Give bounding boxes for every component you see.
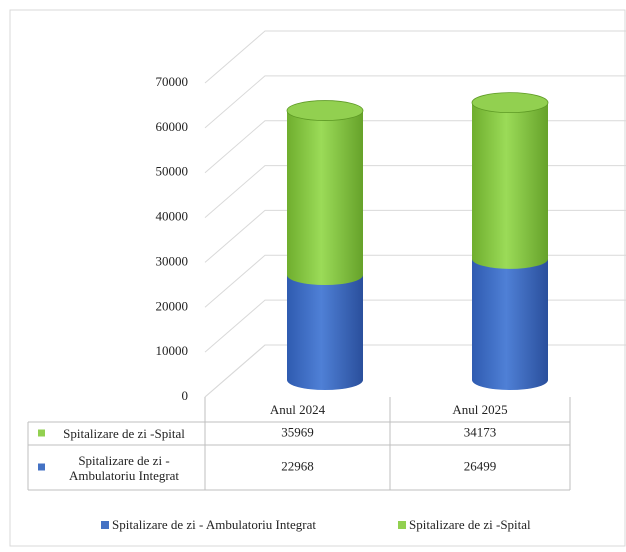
- table-row-label-box: Spitalizare de zi -Spital: [63, 426, 185, 441]
- cylinder-segment: [287, 275, 363, 390]
- y-tick-label: 50000: [156, 164, 189, 179]
- cylinder-top: [471, 92, 549, 114]
- y-tick-label: 30000: [156, 253, 189, 268]
- y-tick-label: 40000: [156, 209, 189, 224]
- legend-swatch: [398, 521, 406, 529]
- legend-label: Spitalizare de zi - Ambulatoriu Integrat: [112, 517, 316, 532]
- cylinder-segment: [472, 102, 548, 269]
- table-row-label-box: Spitalizare de zi - Ambulatoriu Integrat: [68, 452, 180, 483]
- x-tick-label: Anul 2025: [452, 402, 507, 417]
- table-legend-key: [38, 429, 45, 437]
- table-row-label: Spitalizare de zi - Ambulatoriu Integrat: [68, 452, 180, 483]
- y-tick-label: 10000: [156, 343, 189, 358]
- cylinder-top: [286, 100, 364, 121]
- table-value: 26499: [464, 458, 497, 473]
- grid-line: [204, 30, 626, 84]
- grid-line: [204, 209, 626, 263]
- grid-line: [204, 254, 626, 308]
- y-tick-label: 60000: [156, 119, 189, 134]
- table-value: 35969: [281, 424, 314, 439]
- x-tick-label: Anul 2024: [270, 402, 326, 417]
- legend-swatch: [101, 521, 109, 529]
- y-tick-label: 70000: [156, 74, 189, 89]
- cylinder-segment: [472, 258, 548, 390]
- grid-line: [204, 344, 626, 398]
- grid-line: [204, 299, 626, 353]
- legend-label: Spitalizare de zi -Spital: [409, 517, 531, 532]
- grid-line: [204, 165, 626, 218]
- table-value: 34173: [464, 424, 497, 439]
- chart-border: [9, 9, 626, 547]
- y-tick-label: 0: [182, 388, 189, 403]
- table-legend-key: [38, 463, 45, 471]
- y-tick-label: 20000: [156, 298, 189, 313]
- table-row-label: Spitalizare de zi -Spital: [63, 426, 185, 441]
- table-value: 22968: [281, 458, 314, 473]
- grid-line: [204, 75, 626, 129]
- grid-line: [204, 120, 626, 174]
- cylinder-segment: [287, 110, 363, 285]
